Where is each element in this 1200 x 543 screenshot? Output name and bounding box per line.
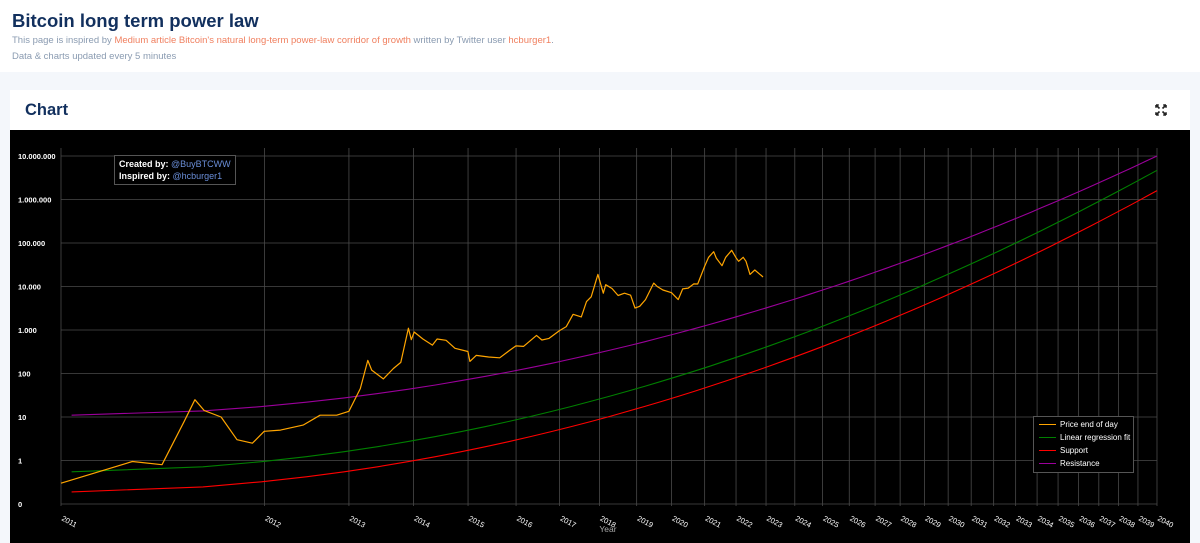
x-tick-label: 2031 (970, 514, 989, 530)
x-tick-label: 2023 (765, 514, 784, 530)
legend-item-resistance[interactable]: Resistance (1039, 458, 1100, 469)
y-tick-label: 10.000.000 (18, 152, 56, 161)
legend-swatch-resistance (1039, 463, 1056, 465)
x-tick-label: 2034 (1036, 514, 1055, 530)
chart-card: Chart 0 1 10 100 1.000 10.000 100.000 1.000.000… (10, 90, 1190, 543)
x-tick-label: 2015 (467, 514, 486, 530)
legend-label-regression: Linear regression fit (1060, 433, 1131, 442)
x-tick-label: 2036 (1078, 514, 1097, 530)
y-tick-label: 10 (18, 413, 26, 422)
inspired-by-handle[interactable]: @hcburger1 (172, 171, 223, 181)
legend-swatch-support (1039, 450, 1056, 452)
chart-legend: Price end of day Linear regression fit S… (1033, 416, 1134, 473)
legend-item-regression[interactable]: Linear regression fit (1039, 432, 1130, 443)
y-tick-label: 100.000 (18, 239, 45, 248)
x-tick-label: 2020 (671, 514, 690, 530)
x-tick-label: 2032 (993, 514, 1012, 530)
x-tick-label: 2038 (1118, 514, 1137, 530)
x-tick-label: 2026 (848, 514, 867, 530)
resistance-line (71, 155, 1158, 416)
x-axis-title: Year (599, 524, 616, 534)
x-tick-label: 2035 (1057, 514, 1076, 530)
credits-inspired: Inspired by: @hcburger1 (119, 170, 231, 182)
legend-swatch-price (1039, 424, 1056, 426)
card-title: Chart (25, 101, 69, 119)
credits-created-label: Created by: (119, 159, 172, 169)
author-link[interactable]: hcburger1 (508, 35, 552, 46)
power-law-chart[interactable]: 0 1 10 100 1.000 10.000 100.000 1.000.000 10.000… (10, 130, 1190, 543)
x-tick-label: 2027 (874, 514, 893, 530)
credits-created: Created by: @BuyBTCWW (119, 158, 231, 170)
y-tick-label: 10.000 (18, 283, 41, 292)
x-tick-label: 2017 (559, 514, 578, 530)
intro-suffix: . (551, 35, 554, 46)
x-tick-label: 2022 (735, 514, 754, 530)
x-tick-label: 2011 (60, 514, 78, 530)
x-tick-label: 2037 (1098, 514, 1117, 530)
support-line (71, 190, 1158, 493)
legend-swatch-regression (1039, 437, 1056, 439)
y-tick-label: 1.000 (18, 326, 37, 335)
legend-item-price[interactable]: Price end of day (1039, 419, 1118, 430)
x-tick-label: 2024 (794, 514, 813, 530)
x-tick-label: 2013 (348, 514, 367, 530)
update-note: Data & charts updated every 5 minutes (12, 51, 177, 62)
chart-svg: 0 1 10 100 1.000 10.000 100.000 1.000.000 10.000… (18, 148, 1175, 534)
x-tick-label: 2029 (924, 514, 943, 530)
x-tick-label: 2019 (636, 514, 655, 530)
chart-credits: Created by: @BuyBTCWW Inspired by: @hcbu… (114, 155, 236, 185)
y-tick-label: 100 (18, 370, 31, 379)
x-tick-label: 2028 (899, 514, 918, 530)
legend-label-price: Price end of day (1060, 420, 1118, 429)
x-tick-label: 2039 (1137, 514, 1156, 530)
x-tick-label: 2025 (822, 514, 841, 530)
page-header: Bitcoin long term power law This page is… (0, 0, 1200, 72)
x-tick-label: 2012 (264, 514, 283, 530)
price-series-line (60, 249, 764, 484)
y-tick-label: 1.000.000 (18, 196, 51, 205)
x-tick-label: 2021 (704, 514, 723, 530)
intro-text: This page is inspired by Medium article … (12, 35, 554, 46)
x-tick-label: 2033 (1015, 514, 1034, 530)
y-tick-label: 1 (18, 457, 22, 466)
intro-middle: written by Twitter user (410, 35, 509, 46)
x-tick-label: 2016 (515, 514, 534, 530)
x-tick-label: 2040 (1156, 514, 1175, 530)
created-by-handle[interactable]: @BuyBTCWW (171, 159, 231, 169)
credits-inspired-label: Inspired by: (119, 171, 173, 181)
legend-label-resistance: Resistance (1060, 459, 1100, 468)
expand-icon[interactable] (1154, 103, 1168, 117)
intro-prefix: This page is inspired by (12, 35, 115, 46)
y-tick-label: 0 (18, 500, 22, 509)
legend-label-support: Support (1060, 446, 1089, 455)
legend-item-support[interactable]: Support (1039, 445, 1088, 456)
x-tick-label: 2014 (413, 514, 432, 530)
page-title: Bitcoin long term power law (12, 10, 259, 31)
article-link[interactable]: Medium article Bitcoin's natural long-te… (114, 35, 411, 46)
x-tick-label: 2030 (947, 514, 966, 530)
regression-line (71, 169, 1158, 473)
